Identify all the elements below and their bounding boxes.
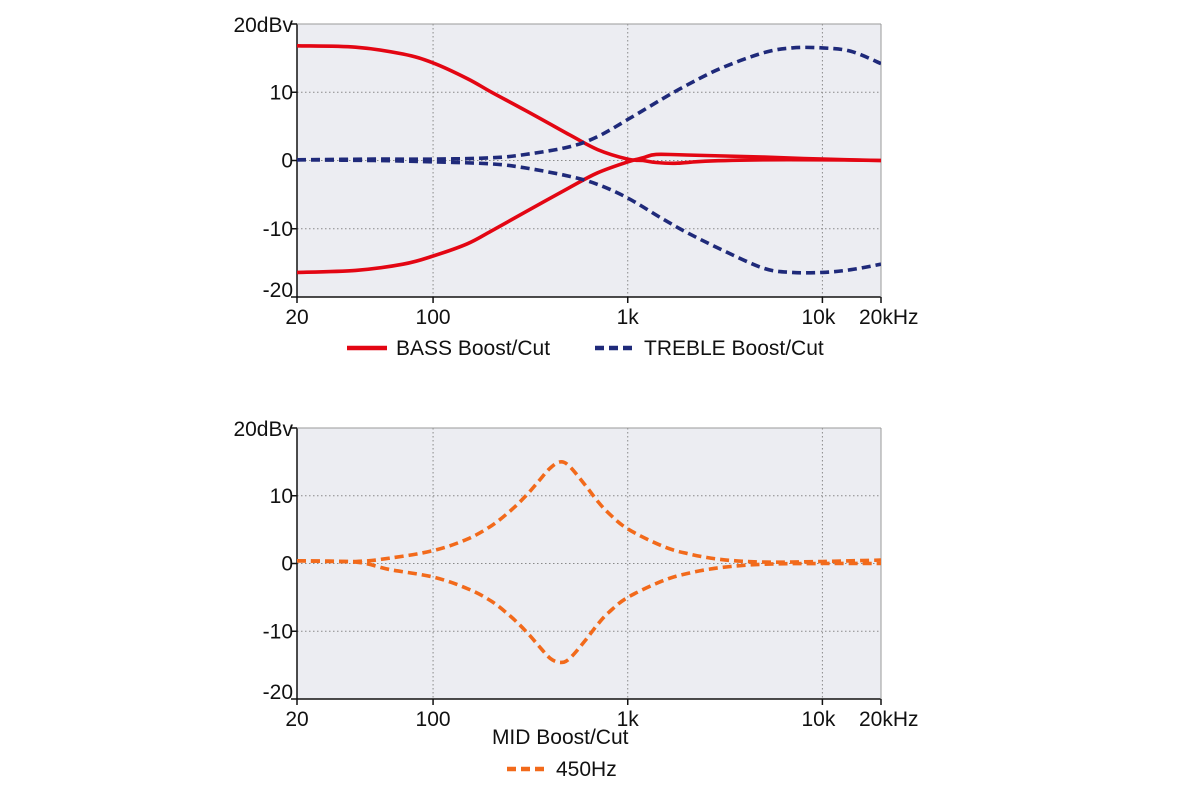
x-tick-label: 1k — [617, 306, 640, 329]
x-tick-label: 20 — [285, 306, 308, 329]
y-tick-label: 0 — [281, 553, 293, 576]
series-line-2-cut — [297, 158, 881, 275]
y-tick-label: 20dBv — [233, 418, 293, 441]
legend-label: 450Hz — [556, 758, 617, 781]
x-tick-label: 20kHz — [859, 306, 919, 329]
series-line-1-cut — [297, 152, 881, 275]
y-tick-label: -20 — [263, 279, 293, 302]
series-line-2-boost — [297, 45, 881, 162]
legend-label: BASS Boost/Cut — [396, 337, 550, 360]
x-tick-label: 100 — [416, 306, 451, 329]
series-line-1-boost — [297, 460, 881, 565]
y-tick-label: -20 — [263, 681, 293, 704]
series-line-1-boost — [297, 44, 881, 166]
legend-label: TREBLE Boost/Cut — [644, 337, 824, 360]
y-tick-label: -10 — [263, 620, 293, 643]
y-tick-label: 0 — [281, 150, 293, 173]
series-line-1-cut — [297, 559, 881, 665]
x-tick-label: 100 — [416, 708, 451, 731]
y-tick-label: -10 — [263, 218, 293, 241]
y-tick-label: 10 — [270, 485, 293, 508]
x-tick-label: 10k — [801, 306, 835, 329]
x-tick-label: 20kHz — [859, 708, 919, 731]
x-tick-label: 10k — [801, 708, 835, 731]
x-tick-label: 1k — [617, 708, 640, 731]
x-tick-label: 20 — [285, 708, 308, 731]
chart-caption: MID Boost/Cut — [492, 726, 629, 749]
y-tick-label: 10 — [270, 81, 293, 104]
y-tick-label: 20dBv — [233, 14, 293, 37]
